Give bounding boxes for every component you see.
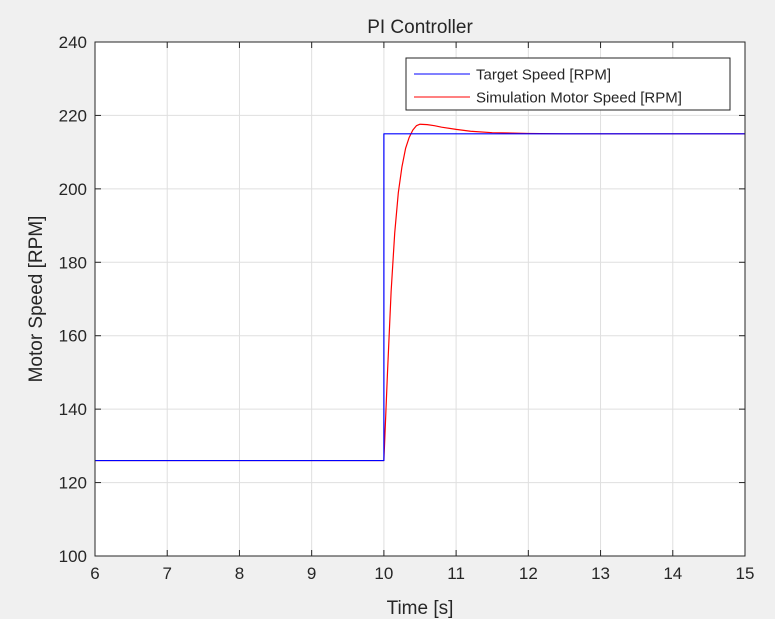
y-tick-label: 140 — [59, 400, 87, 419]
y-axis-label: Motor Speed [RPM] — [26, 216, 47, 383]
x-axis-label: Time [s] — [387, 598, 454, 619]
y-tick-label: 220 — [59, 106, 87, 125]
legend-entry-simulation: Simulation Motor Speed [RPM] — [476, 90, 682, 107]
x-tick-label: 6 — [90, 564, 99, 583]
x-tick-label: 11 — [447, 564, 465, 583]
y-tick-label: 240 — [59, 33, 87, 52]
x-tick-label: 10 — [374, 564, 393, 583]
y-tick-label: 160 — [59, 327, 87, 346]
legend-box — [405, 57, 731, 111]
x-tick-label: 7 — [162, 564, 171, 583]
series-layer — [95, 123, 745, 462]
series-line-target — [95, 133, 745, 462]
x-tick-label: 8 — [235, 564, 244, 583]
y-tick-label: 180 — [59, 253, 87, 272]
x-tick-label: 13 — [591, 564, 610, 583]
chart-title: PI Controller — [367, 17, 473, 38]
x-tick-label: 14 — [663, 564, 682, 583]
legend: Target Speed [RPM] Simulation Motor Spee… — [405, 57, 731, 111]
x-tick-label: 15 — [736, 564, 755, 583]
y-tick-label: 100 — [59, 547, 87, 566]
plot-frame — [94, 41, 746, 557]
y-tick-label: 120 — [59, 474, 87, 493]
y-tick-label: 200 — [59, 180, 87, 199]
axis-ticks: 6 7 8 9 10 11 12 13 14 15 100 120 140 160 180 200 220 240 — [59, 33, 755, 583]
x-tick-label: 9 — [307, 564, 316, 583]
legend-entry-target: Target Speed [RPM] — [476, 67, 611, 84]
x-tick-label: 12 — [519, 564, 538, 583]
series-line-simulation — [95, 123, 745, 462]
plot-area — [95, 42, 745, 556]
